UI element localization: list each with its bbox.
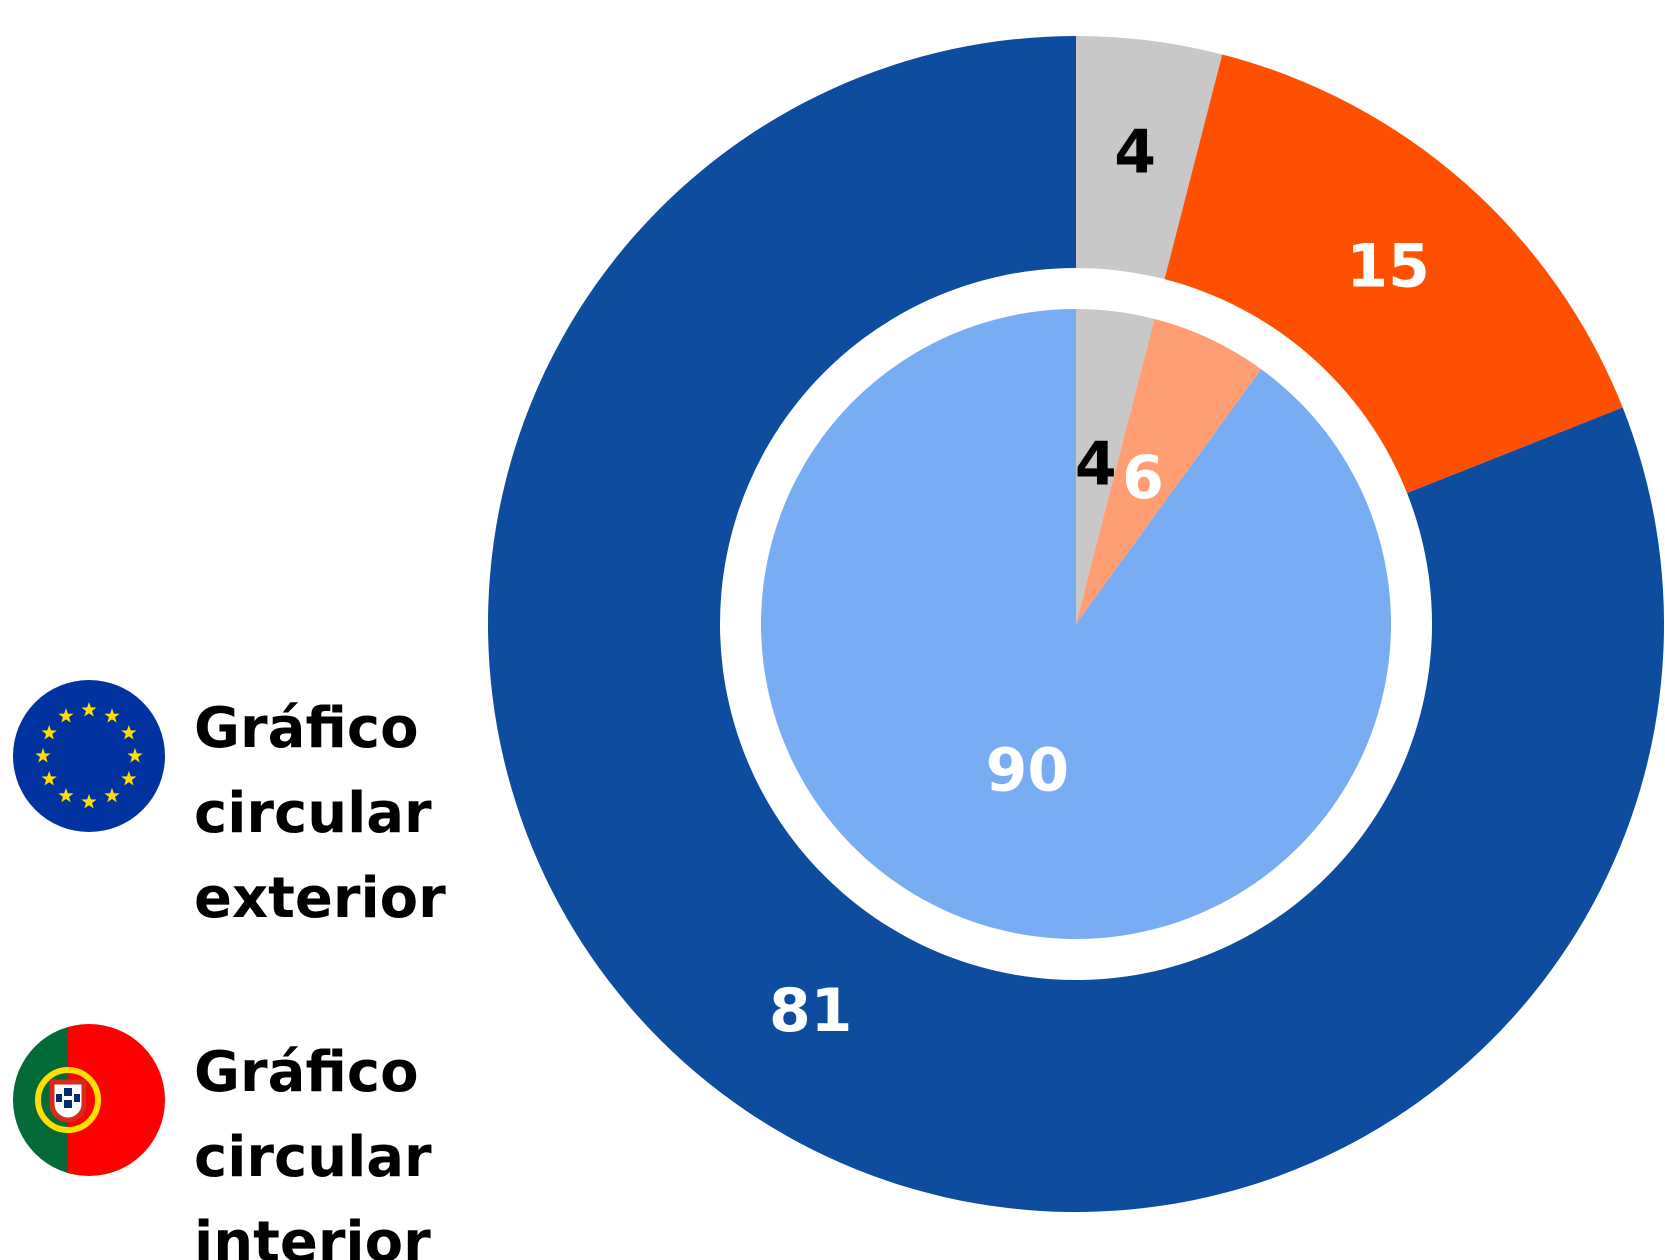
eu-star <box>81 794 97 809</box>
eu-star <box>121 771 137 786</box>
eu-star <box>58 787 74 803</box>
eu-star <box>104 708 120 723</box>
pie-slice <box>1164 54 1623 493</box>
pie-slice <box>1076 318 1262 624</box>
legend-icons <box>13 680 165 1176</box>
data-label: 90 <box>986 735 1070 805</box>
data-label: 6 <box>1122 443 1164 513</box>
eu-star <box>41 725 57 740</box>
data-label: 15 <box>1346 232 1430 302</box>
eu-star <box>127 748 143 763</box>
eu-star <box>58 708 74 723</box>
eu-star <box>81 702 97 717</box>
legend-label: Gráfico circular interior <box>194 1040 432 1260</box>
data-label: 4 <box>1114 117 1156 187</box>
eu-star <box>104 787 120 803</box>
eu-flag <box>13 680 165 832</box>
pie-slice <box>1076 309 1155 624</box>
eu-stars <box>35 702 143 809</box>
pt-flag <box>13 1024 165 1176</box>
eu-star <box>121 725 137 740</box>
eu-star <box>35 748 51 763</box>
legend-label: Gráfico circular exterior <box>194 696 446 931</box>
data-label: 81 <box>769 976 853 1046</box>
data-label: 4 <box>1075 429 1117 499</box>
eu-star <box>41 771 57 786</box>
pie-slice <box>761 309 1392 940</box>
pie-slice <box>1076 36 1223 280</box>
pie-slice <box>487 36 1664 1213</box>
